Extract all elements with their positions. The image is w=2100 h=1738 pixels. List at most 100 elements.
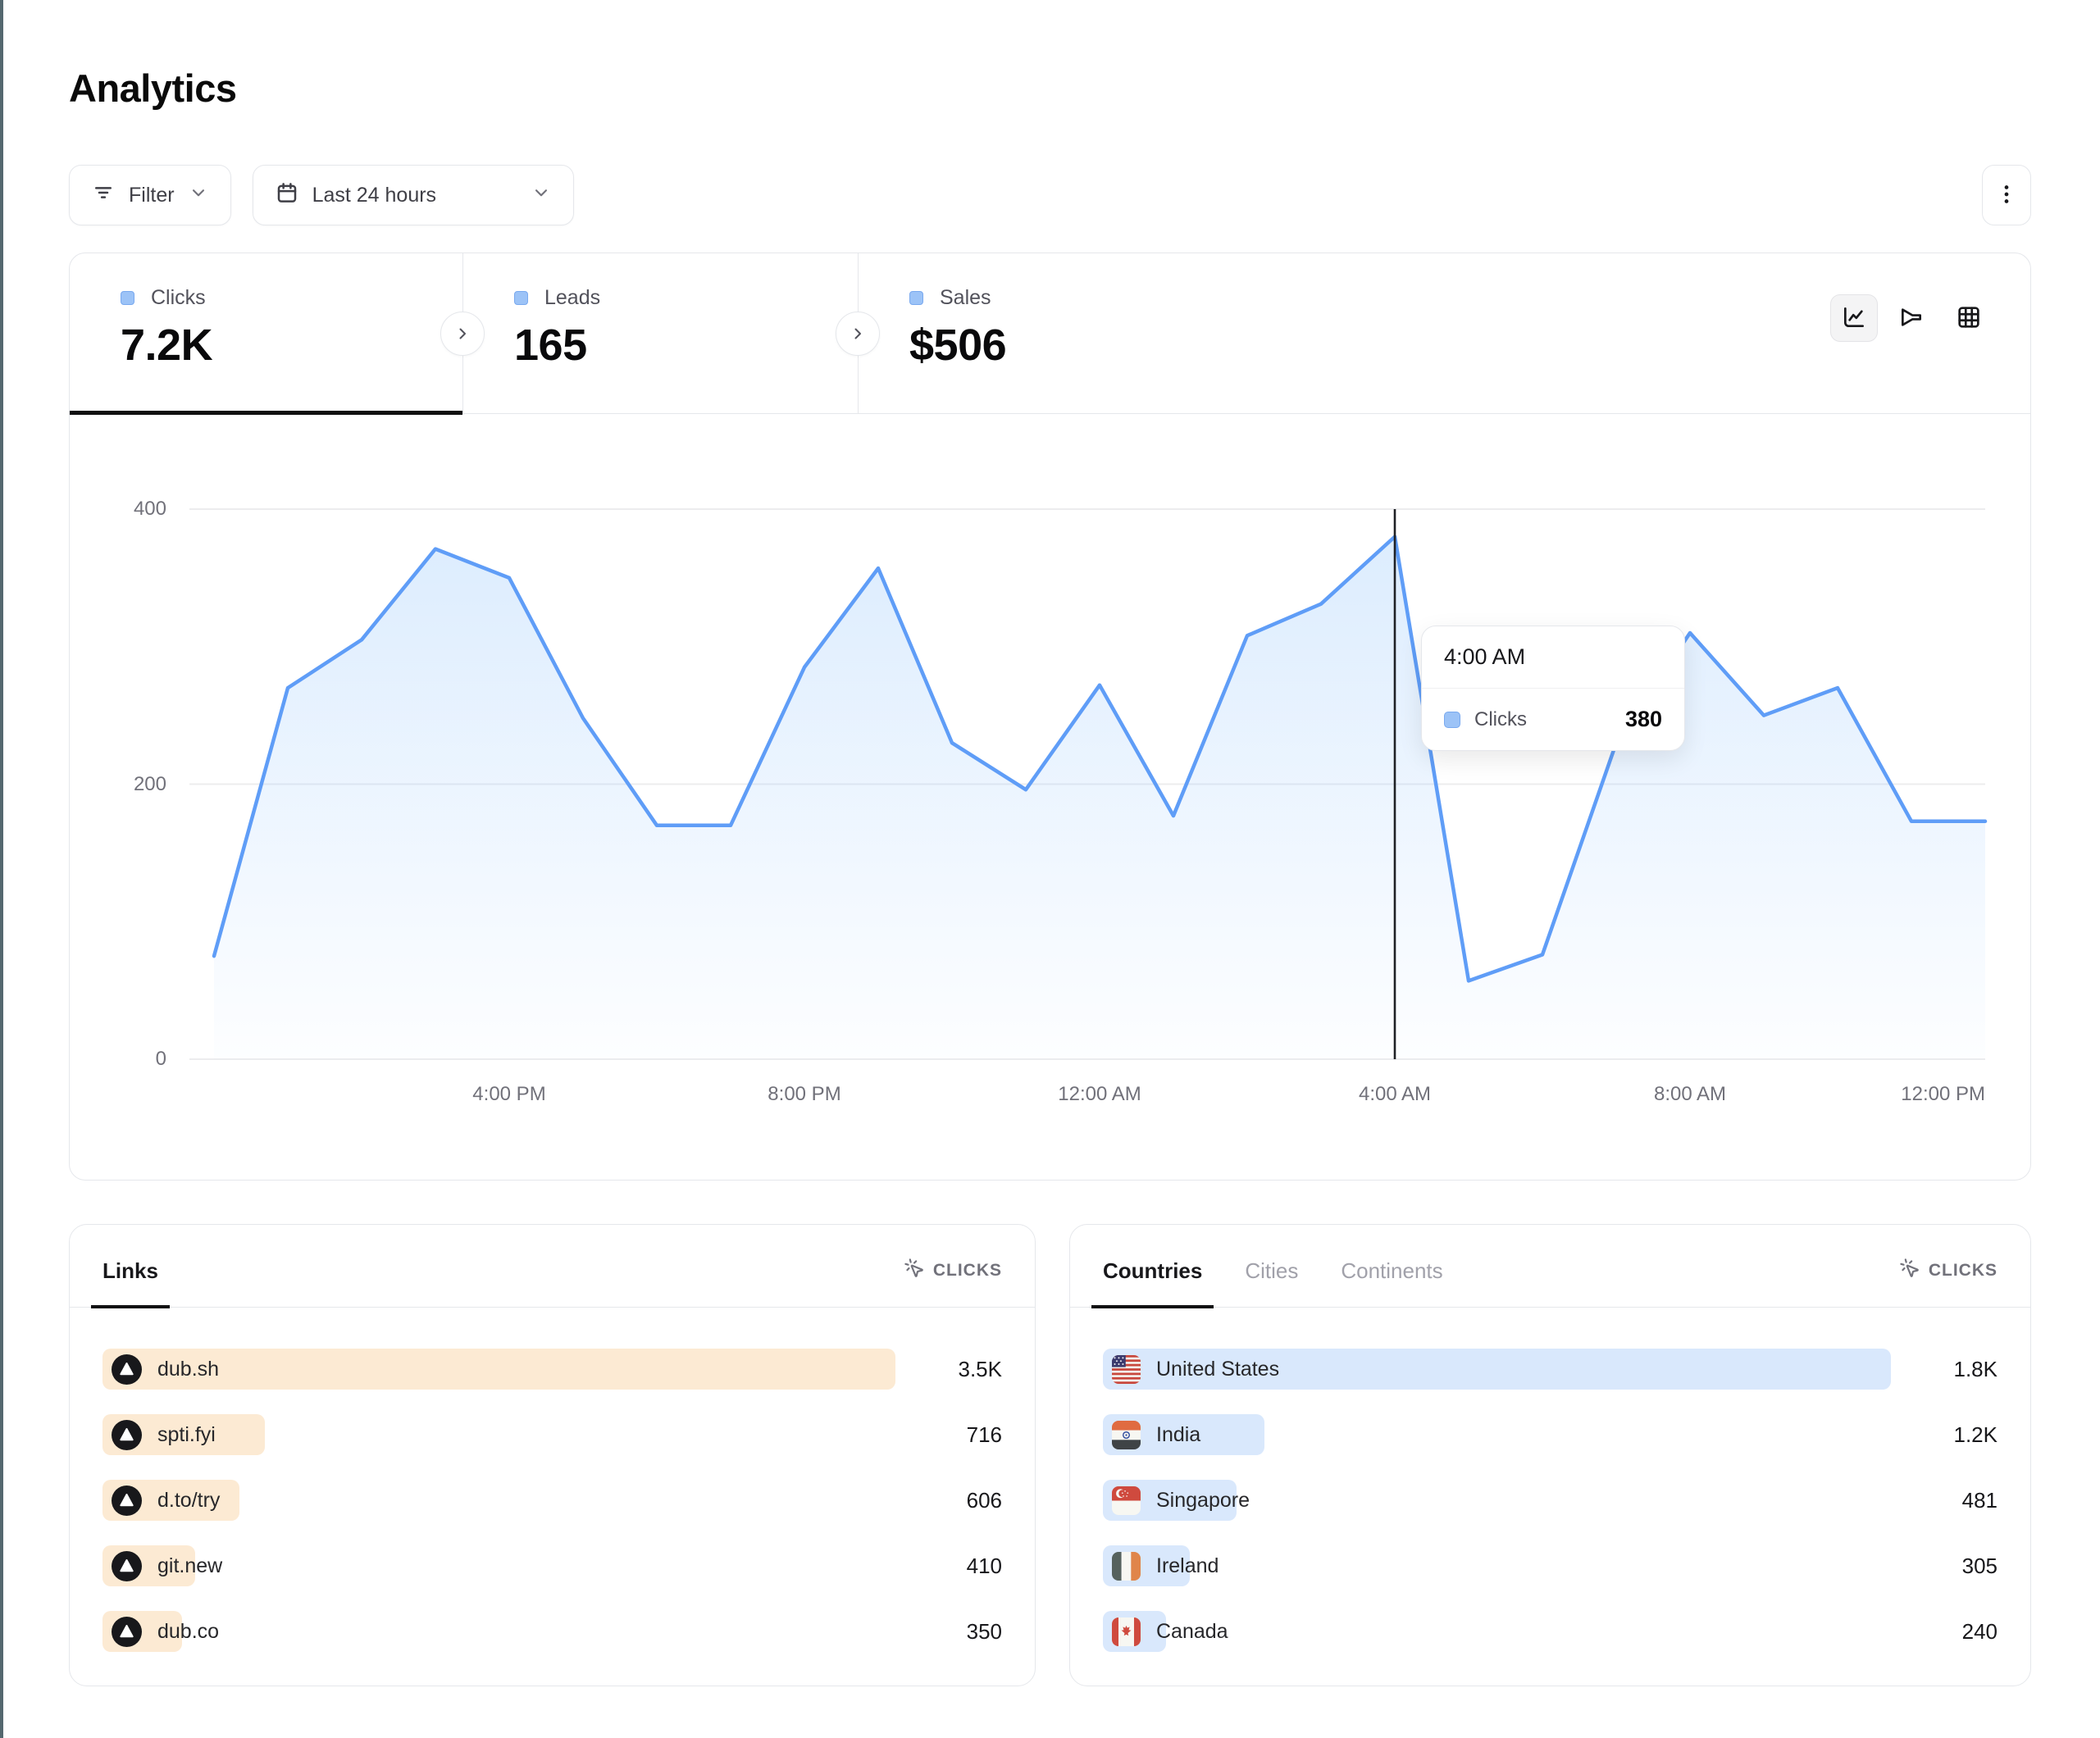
funnel-chart-icon-button[interactable] — [1888, 294, 1935, 342]
bar-fill — [102, 1349, 895, 1390]
link-row[interactable]: git.new 410 — [102, 1545, 1002, 1586]
stat-tab-sales[interactable]: Sales $506 — [836, 253, 1007, 413]
analytics-page: Analytics Filter Last 24 hours Clicks 7.2… — [69, 66, 2031, 1686]
us-flag-icon — [1112, 1354, 1141, 1384]
stat-label: Clicks — [151, 286, 206, 309]
row-content: Canada — [1103, 1611, 1998, 1652]
row-content: git.new — [102, 1545, 1002, 1586]
row-label: dub.sh — [157, 1357, 220, 1381]
tab-links[interactable]: Links — [91, 1258, 170, 1308]
geo-metric-header[interactable]: CLICKS — [1899, 1258, 1998, 1307]
stat-tab-leads[interactable]: Leads 165 — [440, 253, 858, 413]
link-row[interactable]: dub.sh 3.5K — [102, 1349, 1002, 1390]
row-value: 410 — [966, 1553, 1002, 1578]
cursor-click-icon — [904, 1258, 925, 1284]
stat-expand-button[interactable] — [836, 312, 880, 356]
row-label: d.to/try — [157, 1488, 221, 1512]
cursor-click-icon — [1899, 1258, 1920, 1284]
legend-chip-icon — [909, 291, 923, 305]
filter-lines-icon — [91, 180, 116, 211]
line-chart-icon-button[interactable] — [1830, 294, 1878, 342]
row-content: dub.sh — [102, 1349, 1002, 1390]
geo-panel-header: Countries Cities Continents CLICKS — [1070, 1225, 2030, 1308]
window-edge-strip — [0, 0, 3, 1738]
stat-label: Sales — [940, 286, 991, 309]
row-label: India — [1156, 1422, 1201, 1446]
kebab-menu-icon — [1994, 182, 2019, 209]
country-row[interactable]: Singapore 481 — [1103, 1480, 1998, 1521]
clicks-legend-chip-icon — [1444, 711, 1460, 728]
ie-flag-icon — [1112, 1551, 1141, 1581]
row-content: dub.co — [102, 1611, 1002, 1652]
dub-logo-icon — [112, 1616, 142, 1647]
stat-label: Leads — [544, 286, 601, 309]
links-panel: Links CLICKS dub.sh 3.5K spti.fyi 716 d.to/t… — [69, 1224, 1036, 1686]
chevron-down-icon — [531, 182, 552, 209]
tab-countries[interactable]: Countries — [1091, 1258, 1214, 1308]
links-metric-header[interactable]: CLICKS — [904, 1258, 1002, 1307]
row-content: Ireland — [1103, 1545, 1998, 1586]
row-value: 1.8K — [1953, 1356, 1998, 1381]
area-chart-svg[interactable] — [189, 508, 1988, 1060]
chevron-down-icon — [188, 182, 209, 209]
row-content: spti.fyi — [102, 1414, 1002, 1455]
clicks-area-chart[interactable]: 4:00 AM Clicks 380 0 200 400 4:00 PM 8:00 PM… — [134, 498, 1988, 1105]
clicks-line — [212, 535, 1988, 983]
filter-button-label: Filter — [129, 183, 175, 207]
funnel-chart-icon — [1898, 304, 1925, 333]
stat-tab-clicks[interactable]: Clicks 7.2K — [70, 253, 462, 415]
filter-button[interactable]: Filter — [69, 165, 231, 225]
row-value: 481 — [1961, 1487, 1998, 1513]
toolbar: Filter Last 24 hours — [69, 165, 2031, 225]
row-value: 350 — [966, 1618, 1002, 1644]
country-row[interactable]: India 1.2K — [1103, 1414, 1998, 1455]
dub-logo-icon — [112, 1485, 142, 1516]
y-axis-label-200: 200 — [133, 772, 166, 795]
row-label: United States — [1156, 1357, 1280, 1381]
links-rows: dub.sh 3.5K spti.fyi 716 d.to/try 606 git.new 4… — [70, 1308, 1035, 1652]
link-row[interactable]: dub.co 350 — [102, 1611, 1002, 1652]
tooltip-series-label: Clicks — [1474, 707, 1527, 730]
date-range-button[interactable]: Last 24 hours — [252, 165, 574, 225]
stat-expand-button[interactable] — [440, 312, 485, 356]
x-axis-label: 12:00 AM — [1058, 1083, 1141, 1105]
tooltip-series-row: Clicks 380 — [1422, 689, 1684, 750]
bar-fill — [1103, 1349, 1891, 1390]
page-title: Analytics — [69, 66, 237, 110]
table-grid-icon — [1956, 304, 1982, 333]
country-row[interactable]: Ireland 305 — [1103, 1545, 1998, 1586]
row-content: d.to/try — [102, 1480, 1002, 1521]
x-axis-label: 4:00 AM — [1358, 1083, 1432, 1105]
y-axis-label-0: 0 — [155, 1048, 166, 1070]
row-content: India — [1103, 1414, 1998, 1455]
table-grid-icon-button[interactable] — [1945, 294, 1993, 342]
sg-flag-icon — [1112, 1485, 1141, 1515]
country-row[interactable]: United States 1.8K — [1103, 1349, 1998, 1390]
x-axis-label: 8:00 AM — [1653, 1083, 1727, 1105]
links-panel-header: Links CLICKS — [70, 1225, 1035, 1308]
in-flag-icon — [1112, 1420, 1141, 1449]
stat-value: 165 — [514, 321, 587, 370]
more-options-button[interactable] — [1982, 165, 2031, 225]
geo-metric-label: CLICKS — [1928, 1261, 1998, 1280]
x-axis-label: 12:00 PM — [1901, 1083, 1985, 1105]
row-value: 606 — [966, 1487, 1002, 1513]
x-axis-label: 4:00 PM — [472, 1083, 546, 1105]
bar-track — [102, 1349, 895, 1390]
link-row[interactable]: d.to/try 606 — [102, 1480, 1002, 1521]
chart-tooltip: 4:00 AM Clicks 380 — [1421, 626, 1685, 751]
link-row[interactable]: spti.fyi 716 — [102, 1414, 1002, 1455]
bar-track — [1103, 1349, 1891, 1390]
tab-cities[interactable]: Cities — [1245, 1258, 1298, 1307]
stats-tabs-row: Clicks 7.2K Leads 165 Sales $506 — [70, 253, 2030, 415]
clicks-area-fill — [214, 536, 1985, 1059]
calendar-icon — [275, 180, 299, 211]
tab-continents[interactable]: Continents — [1341, 1258, 1442, 1307]
ca-flag-icon — [1112, 1617, 1141, 1646]
legend-chip-icon — [514, 291, 528, 305]
geo-rows: United States 1.8K India 1.2K Singapore 481 Ir… — [1070, 1308, 2030, 1652]
analytics-chart-card: Clicks 7.2K Leads 165 Sales $506 4:00 AM Clic… — [69, 253, 2031, 1181]
row-content: United States — [1103, 1349, 1998, 1390]
date-range-label: Last 24 hours — [312, 183, 437, 207]
country-row[interactable]: Canada 240 — [1103, 1611, 1998, 1652]
